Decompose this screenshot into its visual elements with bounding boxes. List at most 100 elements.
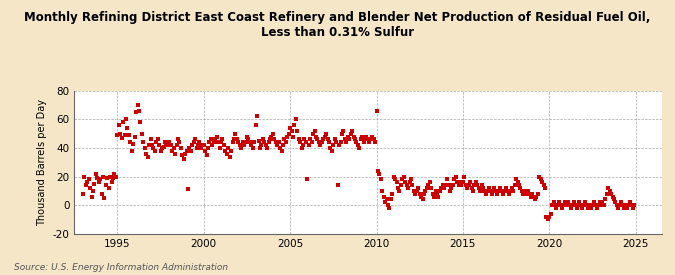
Point xyxy=(174,140,185,144)
Point xyxy=(454,180,465,185)
Point xyxy=(154,143,165,147)
Point xyxy=(392,180,402,185)
Point xyxy=(554,200,565,205)
Point xyxy=(430,189,441,193)
Point xyxy=(408,189,419,193)
Point xyxy=(375,177,386,182)
Point xyxy=(124,133,134,137)
Point xyxy=(483,186,494,190)
Point xyxy=(464,180,475,185)
Point xyxy=(180,152,190,156)
Point xyxy=(128,141,139,146)
Point xyxy=(362,137,373,142)
Point xyxy=(177,153,188,157)
Point xyxy=(368,137,379,142)
Point xyxy=(373,169,383,173)
Point xyxy=(429,194,439,199)
Point xyxy=(365,137,376,142)
Point xyxy=(614,203,625,207)
Point xyxy=(279,137,290,142)
Point xyxy=(402,183,412,187)
Point xyxy=(525,194,536,199)
Point xyxy=(98,174,109,179)
Point xyxy=(259,140,269,144)
Point xyxy=(456,183,467,187)
Point xyxy=(453,183,464,187)
Point xyxy=(443,183,454,187)
Point xyxy=(583,206,593,210)
Point xyxy=(194,140,205,144)
Point xyxy=(105,174,115,179)
Point xyxy=(300,140,311,144)
Point xyxy=(207,143,218,147)
Point xyxy=(543,217,554,222)
Point xyxy=(492,191,503,196)
Point xyxy=(322,137,333,142)
Point xyxy=(476,183,487,187)
Point xyxy=(512,180,523,185)
Point xyxy=(521,191,532,196)
Point xyxy=(357,134,368,139)
Point xyxy=(377,189,387,193)
Point xyxy=(384,206,395,210)
Point xyxy=(416,194,427,199)
Point xyxy=(576,203,587,207)
Point xyxy=(571,206,582,210)
Point xyxy=(173,137,184,142)
Point xyxy=(589,200,599,205)
Point xyxy=(518,191,529,196)
Point xyxy=(420,189,431,193)
Point xyxy=(510,183,520,187)
Point xyxy=(249,140,260,144)
Point xyxy=(495,186,506,190)
Point xyxy=(610,200,621,205)
Point xyxy=(125,140,136,144)
Point xyxy=(449,177,460,182)
Point xyxy=(126,148,137,153)
Point xyxy=(537,180,547,185)
Point xyxy=(414,191,425,196)
Point xyxy=(562,200,573,205)
Point xyxy=(169,152,180,156)
Point xyxy=(379,194,389,199)
Point xyxy=(629,203,640,207)
Point xyxy=(463,183,474,187)
Point xyxy=(306,140,317,144)
Point xyxy=(437,183,448,187)
Point xyxy=(230,131,241,136)
Point xyxy=(497,191,508,196)
Point xyxy=(250,123,261,127)
Point xyxy=(538,183,549,187)
Point xyxy=(202,146,213,150)
Point xyxy=(566,206,576,210)
Point xyxy=(354,146,364,150)
Point xyxy=(595,203,606,207)
Point xyxy=(586,206,597,210)
Point xyxy=(271,140,281,144)
Point xyxy=(171,143,182,147)
Point xyxy=(479,189,490,193)
Point xyxy=(299,137,310,142)
Point xyxy=(265,137,275,142)
Point xyxy=(122,126,133,130)
Point xyxy=(168,146,179,150)
Point xyxy=(92,176,103,180)
Point xyxy=(187,143,198,147)
Point xyxy=(109,172,120,176)
Point xyxy=(544,214,555,219)
Point xyxy=(502,189,513,193)
Point xyxy=(519,189,530,193)
Point xyxy=(580,200,591,205)
Point xyxy=(425,180,435,185)
Point xyxy=(108,176,119,180)
Point xyxy=(88,189,99,193)
Point xyxy=(335,140,346,144)
Point xyxy=(360,137,371,142)
Point xyxy=(210,137,221,142)
Point xyxy=(236,146,246,150)
Point xyxy=(400,180,411,185)
Point xyxy=(219,143,230,147)
Point xyxy=(254,146,265,150)
Point xyxy=(290,117,301,122)
Point xyxy=(505,189,516,193)
